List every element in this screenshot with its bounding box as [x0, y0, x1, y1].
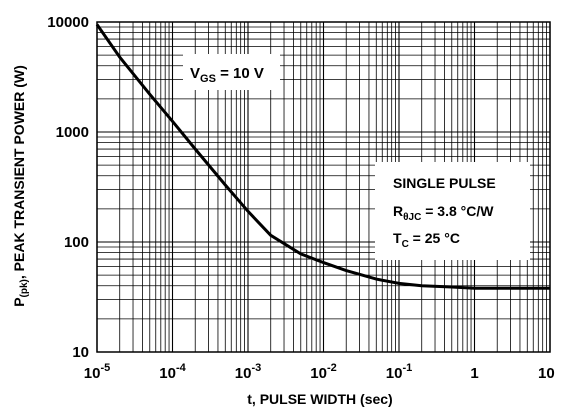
x-tick-base: 1	[470, 365, 478, 382]
x-tick-label: 10-2	[310, 362, 336, 382]
y-tick-label: 100	[64, 234, 89, 251]
x-tick-label: 10	[538, 365, 555, 382]
x-tick-labels: 10-5 10-4 10-3 10-2 10-1 1 10	[84, 362, 555, 382]
plot-frame	[96, 21, 551, 353]
x-tick-base: 10	[538, 365, 555, 382]
x-tick-base: 10	[310, 365, 327, 382]
x-tick-base: 10	[235, 365, 252, 382]
x-tick-label: 1	[470, 365, 478, 382]
vgs-annotation-box	[183, 54, 280, 90]
x-tick-base: 10	[159, 365, 176, 382]
x-axis-title: t, PULSE WIDTH (sec)	[247, 391, 392, 407]
rthjc-label: RθJC = 3.8 °C/W	[393, 203, 494, 223]
vgs-annotation: VGS = 10 V	[190, 65, 264, 85]
x-tick-base: 10	[84, 365, 101, 382]
x-tick-exponent: -1	[402, 362, 412, 374]
x-tick-exponent: -5	[100, 362, 110, 374]
power-curve	[95, 23, 550, 290]
x-tick-label: 10-1	[386, 362, 412, 382]
y-tick-label: 10000	[47, 14, 89, 31]
x-tick-exponent: -4	[176, 362, 187, 374]
y-tick-label: 10	[72, 344, 89, 361]
x-tick-exponent: -2	[327, 362, 337, 374]
y-axis-title: P(pk), PEAK TRANSIENT POWER (W)	[11, 65, 30, 307]
x-tick-exponent: -3	[251, 362, 261, 374]
x-tick-label: 10-3	[235, 362, 261, 382]
x-tick-label: 10-4	[159, 362, 186, 382]
x-tick-label: 10-5	[84, 362, 110, 382]
single-pulse-label: SINGLE PULSE	[393, 175, 496, 191]
x-tick-base: 10	[386, 365, 403, 382]
conditions-annotation-box	[375, 162, 530, 260]
tc-label: TC = 25 °C	[393, 230, 460, 250]
y-tick-label: 1000	[56, 124, 89, 141]
y-tick-labels: 10000 1000 100 10	[47, 14, 89, 361]
